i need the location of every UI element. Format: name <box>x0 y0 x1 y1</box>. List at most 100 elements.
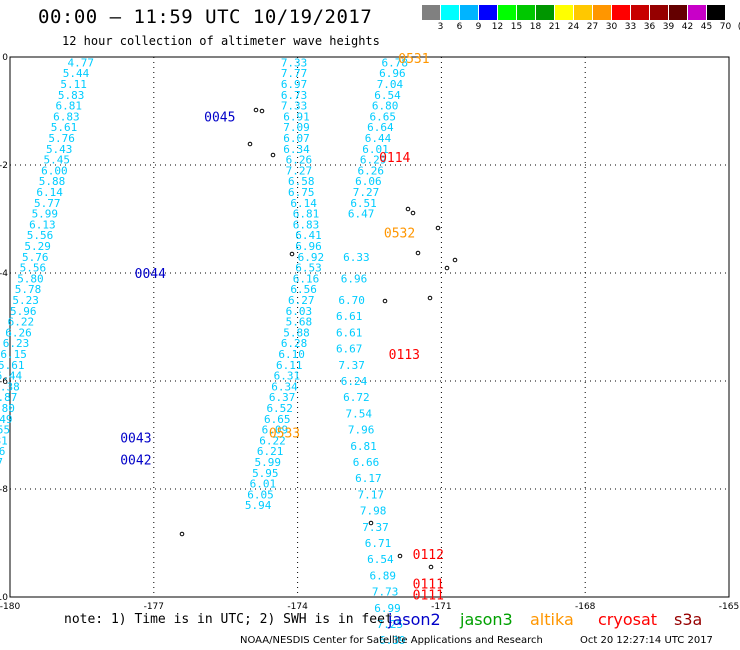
satellite-legend-s3a: s3a <box>674 610 703 629</box>
color-swatch <box>517 5 536 20</box>
island <box>397 553 403 559</box>
color-swatch <box>441 5 460 20</box>
wave-height-value: 6.97 <box>281 78 308 91</box>
island <box>253 107 259 113</box>
wave-height-value: 6.89 <box>370 569 397 582</box>
color-scale-label: 12 <box>491 22 504 32</box>
pass-time-label: 0111 <box>413 588 444 603</box>
wave-height-value: 6.10 <box>278 348 305 361</box>
pass-time-label: 0042 <box>120 453 151 468</box>
wave-height-value: 7.98 <box>360 505 387 518</box>
wave-height-value: 6.81 <box>293 208 320 221</box>
wave-height-value: 6.78 <box>381 56 408 69</box>
color-swatch <box>707 5 726 20</box>
wave-height-value: 6.81 <box>56 100 83 113</box>
island <box>410 210 416 216</box>
wave-height-value: 6.26 <box>286 154 313 167</box>
pass-time-label: 0045 <box>204 110 235 125</box>
island <box>382 298 388 304</box>
color-scale-label: 39 <box>662 22 675 32</box>
wave-height-value: 6.07 <box>283 132 310 145</box>
wave-height-value: 7.27 <box>286 164 313 177</box>
island <box>259 108 265 114</box>
satellite-legend-altika: altika <box>530 610 574 629</box>
island <box>428 564 434 570</box>
page-title: 00:00 — 11:59 UTC 10/19/2017 <box>38 6 373 28</box>
satellite-legend-jason2: jason2 <box>388 610 441 629</box>
color-scale-label: 6 <box>456 22 463 32</box>
color-swatch <box>498 5 517 20</box>
wave-height-value: 7.17 <box>358 488 385 501</box>
wave-height-value: 6.41 <box>295 229 322 242</box>
color-scale-label: 15 <box>510 22 523 32</box>
wave-height-value: 5.29 <box>24 240 50 253</box>
footer-credit: NOAA/NESDIS Center for Satellite Applica… <box>240 635 543 646</box>
wave-height-value: 7.09 <box>283 121 310 134</box>
wave-height-value: 6.81 <box>350 440 377 453</box>
wave-height-value: 5.11 <box>60 78 87 91</box>
wave-height-value: 6.53 <box>295 262 322 275</box>
wave-height-value: 7.04 <box>377 78 404 91</box>
wave-height-value: 6.24 <box>341 375 368 388</box>
wave-height-value: 6.29 <box>360 154 387 167</box>
wave-height-value: 6.26 <box>358 164 385 177</box>
wave-height-value: 5.83 <box>58 89 85 102</box>
wave-height-value: 6.73 <box>281 89 308 102</box>
wave-height-value: 5.80 <box>17 272 44 285</box>
wave-height-value: 6.58 <box>288 175 315 188</box>
wave-height-value: 6.71 <box>365 537 392 550</box>
color-scale-label: 33 <box>624 22 637 32</box>
wave-height-value: 7.37 <box>338 359 365 372</box>
satellite-legend-cryosat: cryosat <box>598 610 658 629</box>
wave-height-value: 6.34 <box>283 143 310 156</box>
wave-height-value: 6.80 <box>372 100 399 113</box>
wave-height-value: 5.97 <box>0 456 3 469</box>
color-scale-label: 36 <box>643 22 656 32</box>
wave-height-value: 5.81 <box>0 434 8 447</box>
wave-height-value: 5.88 <box>39 175 65 188</box>
color-scale-label: 27 <box>586 22 599 32</box>
wave-height-value: 5.76 <box>48 132 74 145</box>
island <box>427 295 433 301</box>
y-tick-label: -8 <box>0 485 8 495</box>
island <box>405 206 411 212</box>
wave-height-value: 5.61 <box>51 121 78 134</box>
wave-height-value: 6.22 <box>259 434 286 447</box>
wave-height-value: 7.96 <box>348 424 375 437</box>
pass-time-label: 0113 <box>389 348 420 363</box>
wave-height-value: 6.06 <box>355 175 382 188</box>
wave-height-value: 6.72 <box>343 391 370 404</box>
color-scale-label: 9 <box>475 22 482 32</box>
wave-height-value: 6.26 <box>5 326 32 339</box>
color-swatch <box>460 5 479 20</box>
color-scale-label: 42 <box>681 22 694 32</box>
island <box>368 520 374 526</box>
page-subtitle: 12 hour collection of altimeter wave hei… <box>62 34 380 48</box>
wave-height-value: 6.44 <box>0 370 22 383</box>
color-scale-label: 45 <box>700 22 713 32</box>
wave-height-value: 6.56 <box>290 283 317 296</box>
footer-timestamp: Oct 20 12:27:14 UTC 2017 <box>580 635 713 646</box>
wave-height-value: 5.77 <box>34 197 61 210</box>
wave-height-value: 6.47 <box>348 208 375 221</box>
x-tick-label: -171 <box>431 602 451 612</box>
wave-height-value: 6.16 <box>293 272 320 285</box>
wave-height-value: 7.37 <box>362 521 389 534</box>
color-scale-label: 30 <box>605 22 618 32</box>
wave-height-value: 7.73 <box>372 586 399 599</box>
color-swatch <box>650 5 669 20</box>
color-swatch <box>574 5 593 20</box>
wave-height-value: 5.56 <box>27 229 53 242</box>
x-tick-label: -174 <box>287 602 308 612</box>
wave-height-value: 5.45 <box>44 154 70 167</box>
wave-height-value: 6.67 <box>336 343 363 356</box>
wave-height-value: 6.54 <box>367 553 394 566</box>
island <box>270 152 276 158</box>
wave-height-value: 6.96 <box>295 240 322 253</box>
color-scale-label: 24 <box>567 22 580 32</box>
wave-height-value: 5.43 <box>46 143 72 156</box>
wave-height-value: 7.33 <box>281 56 308 69</box>
x-tick-label: -177 <box>144 602 164 612</box>
pass-time-label: 0531 <box>398 52 429 67</box>
units-note: note: 1) Time is in UTC; 2) SWH is in fe… <box>64 612 393 627</box>
